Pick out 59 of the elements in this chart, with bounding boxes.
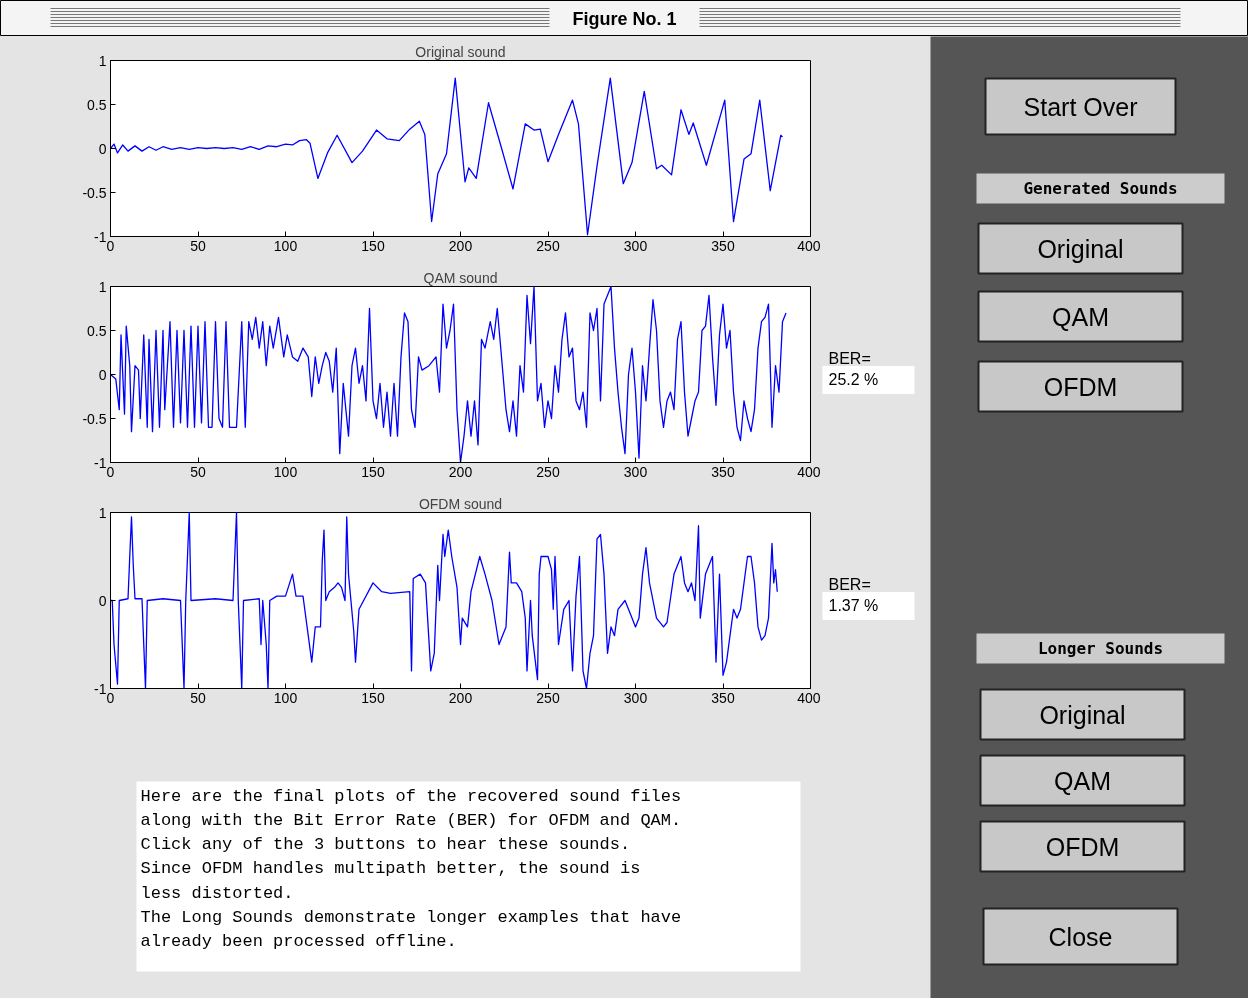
- x-tick-label: 150: [361, 463, 385, 480]
- text: Original: [1037, 234, 1124, 263]
- y-tick-label: -1: [94, 228, 107, 245]
- text: Longer Sounds: [1037, 639, 1164, 658]
- text: OFDM: [1043, 372, 1118, 401]
- x-tick-label: 100: [273, 689, 298, 706]
- y-tick-label: -0.5: [82, 410, 107, 427]
- y-tick-label: 0.5: [87, 322, 107, 339]
- x-tick-label: 400: [797, 463, 821, 480]
- text: BER=: [828, 349, 871, 367]
- text: 25.2 %: [828, 371, 879, 389]
- text: 1.37 %: [828, 597, 879, 615]
- text: BER=: [828, 575, 871, 593]
- y-tick-label: 1: [98, 504, 107, 521]
- x-tick-label: 100: [273, 237, 298, 254]
- chart-title: OFDM sound: [418, 495, 503, 512]
- text: Figure No. 1: [572, 8, 677, 29]
- x-tick-label: 100: [273, 463, 298, 480]
- x-tick-label: 400: [797, 237, 821, 254]
- x-tick-label: 50: [190, 237, 206, 254]
- line-series: [110, 512, 778, 689]
- y-tick-label: 0: [98, 140, 107, 157]
- text: Start Over: [1023, 92, 1138, 121]
- x-tick-label: 200: [448, 689, 473, 706]
- chart-title: Original sound: [415, 43, 506, 60]
- x-tick-label: 300: [623, 237, 648, 254]
- x-tick-label: 250: [536, 463, 560, 480]
- chart-title: QAM sound: [423, 269, 498, 286]
- y-tick-label: -0.5: [82, 184, 107, 201]
- x-tick-label: 250: [536, 689, 560, 706]
- text: Close: [1048, 922, 1113, 951]
- x-tick-label: 200: [448, 237, 473, 254]
- text: Generated Sounds: [1023, 179, 1178, 198]
- text: QAM: [1052, 302, 1109, 331]
- x-tick-label: 250: [536, 237, 560, 254]
- line-series: [110, 286, 787, 463]
- y-tick-label: 0: [98, 366, 107, 383]
- y-tick-label: 0.5: [87, 96, 107, 113]
- x-tick-label: 350: [711, 237, 735, 254]
- y-tick-label: 1: [98, 52, 107, 69]
- y-tick-label: 0: [98, 592, 107, 609]
- x-tick-label: 150: [361, 237, 385, 254]
- x-tick-label: 300: [623, 463, 648, 480]
- text: Original: [1039, 700, 1126, 729]
- line-series: [110, 77, 784, 236]
- y-tick-label: -1: [94, 454, 107, 471]
- x-tick-label: 350: [711, 463, 735, 480]
- text: OFDM: [1045, 832, 1120, 861]
- x-tick-label: 150: [361, 689, 385, 706]
- x-tick-label: 200: [448, 463, 473, 480]
- text: QAM: [1054, 766, 1111, 795]
- x-tick-label: 350: [711, 689, 735, 706]
- y-tick-label: -1: [94, 680, 107, 697]
- y-tick-label: 1: [98, 278, 107, 295]
- x-tick-label: 50: [190, 463, 206, 480]
- x-tick-label: 400: [797, 689, 821, 706]
- x-tick-label: 50: [190, 689, 206, 706]
- text: Here are the final plots of the recovered sound files along with the Bit Error Rate (BER) for OFDM and QAM. Click any of the 3 buttons to hear these sounds. Since OFDM handles multipath better, the sound is less distorted. The Long Sounds demonstrate longer examples that have already been processed offline.: [140, 786, 682, 952]
- x-tick-label: 300: [623, 689, 648, 706]
